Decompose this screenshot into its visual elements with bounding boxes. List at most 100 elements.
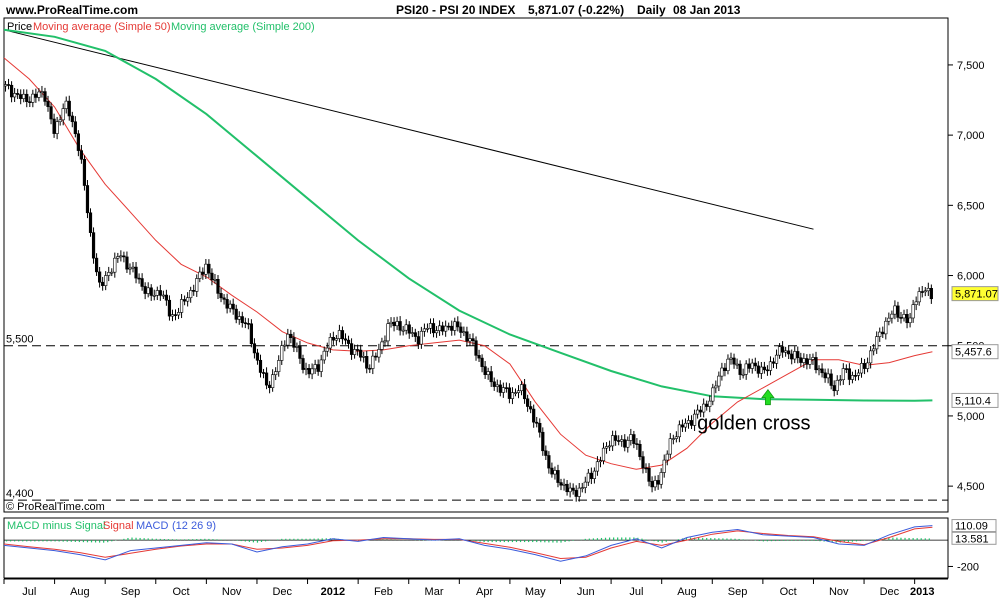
- last-value-label: 5,457.6: [955, 347, 992, 359]
- candle: [665, 450, 669, 466]
- candle: [890, 310, 894, 324]
- candle: [547, 451, 551, 474]
- candle: [207, 259, 211, 279]
- candle: [450, 320, 454, 336]
- candle: [192, 284, 196, 296]
- x-tick-label: Jul: [22, 586, 36, 598]
- candle: [219, 287, 223, 303]
- candle: [486, 367, 490, 380]
- candle: [689, 415, 694, 430]
- candle: [386, 319, 390, 347]
- candle: [434, 326, 439, 338]
- site-url[interactable]: www.ProRealTime.com: [5, 3, 138, 17]
- candle: [362, 351, 366, 363]
- candle: [805, 354, 809, 370]
- candle: [768, 356, 773, 376]
- candle: [598, 456, 603, 468]
- candle: [28, 96, 32, 108]
- candle: [902, 309, 906, 322]
- candle: [708, 395, 712, 413]
- candle: [85, 180, 90, 219]
- candle: [131, 262, 135, 273]
- candle: [82, 155, 87, 191]
- candle: [735, 358, 739, 370]
- candle: [856, 369, 861, 381]
- candle: [228, 300, 232, 313]
- candle: [107, 266, 111, 282]
- candle: [753, 357, 757, 372]
- candle: [322, 346, 326, 364]
- candle: [811, 353, 815, 365]
- candle: [110, 268, 114, 277]
- candle: [477, 349, 481, 362]
- credit-text: © ProRealTime.com: [6, 501, 105, 513]
- candle: [841, 363, 845, 385]
- candle: [583, 476, 587, 494]
- last-value-label: 5,110.4: [955, 395, 991, 407]
- candle: [784, 346, 788, 357]
- level-label: 5,500: [6, 334, 34, 346]
- candle: [9, 81, 14, 103]
- macd-legend-item: MACD minus Signal: [7, 520, 105, 532]
- candle: [929, 284, 933, 304]
- candle: [122, 251, 126, 263]
- candle: [316, 359, 320, 376]
- candle: [671, 434, 675, 445]
- candle: [404, 319, 408, 335]
- macd-histogram: [4, 537, 948, 543]
- candle: [908, 312, 912, 328]
- candle: [67, 95, 71, 121]
- candle: [468, 333, 472, 346]
- candle: [604, 442, 609, 454]
- candle: [268, 381, 272, 394]
- candle: [492, 377, 496, 391]
- candle: [781, 341, 785, 358]
- last-value-box: [951, 344, 999, 360]
- candle: [419, 326, 423, 349]
- candle: [489, 366, 493, 387]
- candle: [76, 130, 80, 157]
- candle: [73, 116, 77, 138]
- candle: [589, 467, 593, 485]
- candle: [614, 430, 618, 446]
- candle: [865, 357, 870, 373]
- legend-item: Price: [7, 21, 32, 33]
- candle: [325, 342, 329, 357]
- candle: [847, 363, 851, 386]
- up-arrow-icon: [761, 389, 775, 406]
- candle: [334, 334, 338, 346]
- candle: [835, 375, 839, 396]
- candle: [116, 252, 120, 263]
- candle: [198, 266, 202, 283]
- candle: [814, 351, 818, 374]
- candle: [283, 340, 287, 352]
- candle: [738, 360, 742, 381]
- candle: [850, 371, 855, 384]
- candle: [98, 266, 102, 288]
- candle: [771, 357, 776, 369]
- candle: [899, 312, 903, 324]
- candle: [295, 342, 299, 353]
- candle: [607, 440, 612, 451]
- candle: [556, 464, 560, 488]
- candle: [516, 385, 521, 399]
- candle: [532, 404, 536, 428]
- candle: [310, 363, 314, 380]
- candle: [252, 338, 257, 359]
- x-tick-label: Mar: [425, 586, 444, 598]
- x-tick-label: Aug: [677, 586, 697, 598]
- x-tick-label: Feb: [374, 586, 393, 598]
- candle: [274, 367, 278, 381]
- legend-item: Moving average (Simple 200): [171, 21, 315, 33]
- candle: [677, 420, 681, 443]
- candle: [234, 304, 238, 324]
- candle: [820, 363, 824, 378]
- candle: [271, 369, 275, 392]
- candle: [483, 361, 487, 379]
- x-tick-label: Sep: [728, 586, 748, 598]
- candle: [729, 352, 733, 365]
- candle: [723, 363, 727, 377]
- candle: [562, 478, 566, 491]
- candle: [592, 467, 597, 484]
- candle: [340, 326, 345, 345]
